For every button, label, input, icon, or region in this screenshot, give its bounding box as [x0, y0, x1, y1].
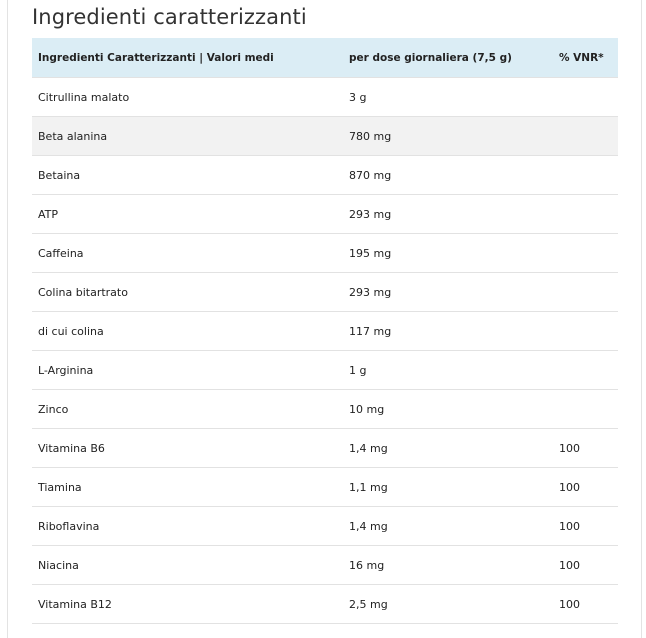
vnr-cell [553, 311, 618, 351]
vnr-cell: 100 [553, 506, 618, 546]
vnr-cell [553, 77, 618, 117]
dose-cell: 780 mg [343, 116, 553, 156]
header-dose: per dose giornaliera (7,5 g) [343, 38, 553, 78]
table-row: L-Arginina 1 g [32, 350, 618, 390]
table-row: Beta alanina 780 mg [32, 116, 618, 156]
table-row: Tiamina 1,1 mg 100 [32, 467, 618, 507]
ingredient-cell: Vitamina B6 [32, 428, 343, 468]
table-row: Vitamina B6 1,4 mg 100 [32, 428, 618, 468]
dose-cell: 870 mg [343, 155, 553, 195]
ingredient-cell: Vitamina B12 [32, 584, 343, 624]
vnr-cell: 100 [553, 428, 618, 468]
table-row: Colina bitartrato 293 mg [32, 272, 618, 312]
dose-cell: 293 mg [343, 272, 553, 312]
vnr-cell: 100 [553, 545, 618, 585]
dose-cell: 117 mg [343, 311, 553, 351]
table-row: Riboflavina 1,4 mg 100 [32, 506, 618, 546]
dose-cell: 16 mg [343, 545, 553, 585]
ingredients-table: Ingredienti Caratterizzanti | Valori med… [32, 38, 618, 624]
table-header-row: Ingredienti Caratterizzanti | Valori med… [32, 38, 618, 78]
ingredient-cell: Colina bitartrato [32, 272, 343, 312]
dose-cell: 1 g [343, 350, 553, 390]
vnr-cell: 100 [553, 584, 618, 624]
table-row: Caffeina 195 mg [32, 233, 618, 273]
table-row: di cui colina 117 mg [32, 311, 618, 351]
table-row: ATP 293 mg [32, 194, 618, 234]
section-title: Ingredienti caratterizzanti [32, 5, 307, 29]
dose-cell: 1,1 mg [343, 467, 553, 507]
dose-cell: 195 mg [343, 233, 553, 273]
ingredient-cell: Zinco [32, 389, 343, 429]
table-row: Vitamina B12 2,5 mg 100 [32, 584, 618, 624]
ingredient-cell: Citrullina malato [32, 77, 343, 117]
dose-cell: 1,4 mg [343, 506, 553, 546]
ingredient-cell: Caffeina [32, 233, 343, 273]
table-row: Niacina 16 mg 100 [32, 545, 618, 585]
vnr-cell [553, 389, 618, 429]
vnr-cell [553, 350, 618, 390]
vnr-cell [553, 116, 618, 156]
ingredient-cell: Niacina [32, 545, 343, 585]
content-frame [7, 0, 642, 638]
vnr-cell [553, 194, 618, 234]
vnr-cell [553, 233, 618, 273]
vnr-cell [553, 272, 618, 312]
vnr-cell [553, 155, 618, 195]
ingredient-cell: Betaina [32, 155, 343, 195]
ingredient-cell: ATP [32, 194, 343, 234]
ingredient-cell: L-Arginina [32, 350, 343, 390]
table-row: Betaina 870 mg [32, 155, 618, 195]
dose-cell: 1,4 mg [343, 428, 553, 468]
header-vnr: % VNR* [553, 38, 618, 78]
table-row: Citrullina malato 3 g [32, 77, 618, 117]
ingredient-cell: Riboflavina [32, 506, 343, 546]
header-ingredient: Ingredienti Caratterizzanti | Valori med… [32, 38, 343, 78]
dose-cell: 293 mg [343, 194, 553, 234]
ingredient-cell: Beta alanina [32, 116, 343, 156]
dose-cell: 2,5 mg [343, 584, 553, 624]
vnr-cell: 100 [553, 467, 618, 507]
ingredient-cell: di cui colina [32, 311, 343, 351]
table-row: Zinco 10 mg [32, 389, 618, 429]
dose-cell: 3 g [343, 77, 553, 117]
dose-cell: 10 mg [343, 389, 553, 429]
ingredient-cell: Tiamina [32, 467, 343, 507]
